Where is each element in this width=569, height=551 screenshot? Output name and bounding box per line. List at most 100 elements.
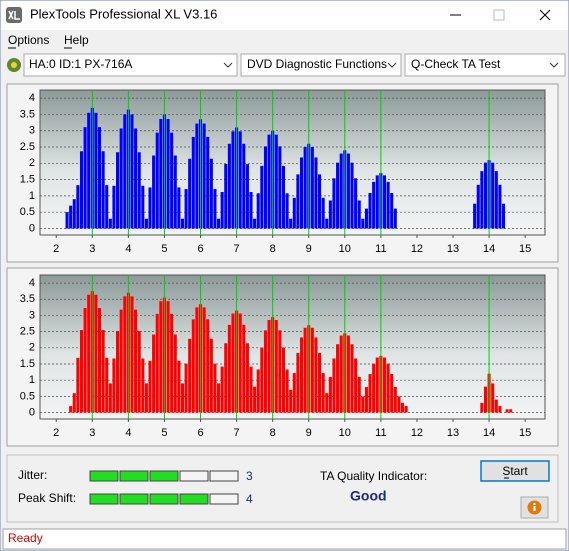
start-button[interactable]	[480, 460, 550, 482]
x-tick-label: 4	[125, 427, 131, 439]
ta-quality-result: Good	[350, 488, 387, 504]
meter-segment-on	[89, 493, 119, 505]
histogram-bar	[76, 357, 80, 413]
histogram-bar	[238, 131, 242, 229]
histogram-bar	[289, 218, 293, 229]
histogram-bar	[159, 301, 163, 413]
peak-shift-value: 4	[246, 492, 253, 506]
histogram-bar	[184, 363, 188, 413]
histogram-bar	[188, 158, 192, 229]
app-icon	[6, 7, 22, 23]
histogram-bar	[79, 151, 84, 229]
x-tick-label: 11	[375, 427, 386, 439]
histogram-bar	[105, 185, 109, 229]
y-tick-label: 1	[29, 374, 35, 386]
histogram-bar	[116, 330, 120, 413]
histogram-bar	[217, 383, 221, 413]
histogram-bar	[382, 175, 387, 229]
histogram-bar	[209, 338, 213, 413]
y-tick-label: 1.5	[20, 358, 35, 370]
maximize-button[interactable]	[493, 9, 505, 21]
histogram-bar	[155, 132, 159, 229]
histogram-bar	[361, 396, 365, 413]
histogram-bar	[253, 218, 257, 229]
drive-select[interactable]	[23, 53, 238, 77]
histogram-bar	[397, 396, 401, 413]
histogram-bar	[318, 352, 322, 413]
x-tick-label: 13	[447, 427, 459, 439]
app-icon-glyph	[8, 10, 20, 20]
histogram-bar	[83, 308, 87, 413]
histogram-bar	[256, 193, 260, 229]
y-tick-label: 4	[29, 92, 35, 104]
x-tick-label: 2	[53, 243, 59, 255]
histogram-bar	[224, 343, 228, 413]
histogram-bar	[364, 208, 368, 229]
histogram-bar	[263, 330, 267, 413]
menu-help[interactable]: Help	[64, 33, 89, 47]
y-tick-label: 0	[29, 406, 35, 418]
histogram-bar	[483, 386, 488, 413]
histogram-bar	[350, 162, 354, 229]
meter-segment-off	[179, 470, 209, 482]
y-tick-label: 1	[29, 190, 35, 202]
histogram-bar	[152, 334, 156, 413]
histogram-bar	[108, 383, 112, 413]
histogram-bar	[112, 185, 116, 229]
drive-select-text: HA:0 ID:1 PX-716A	[29, 57, 132, 71]
histogram-bar	[357, 200, 361, 229]
histogram-bar	[336, 162, 340, 229]
histogram-bar	[494, 399, 498, 413]
x-tick-label: 14	[483, 243, 495, 255]
histogram-bar	[494, 171, 498, 229]
histogram-bar	[220, 191, 224, 229]
histogram-bar	[123, 114, 127, 229]
histogram-bar	[130, 296, 134, 413]
histogram-bar	[274, 134, 278, 229]
y-tick-label: 1.5	[20, 174, 35, 186]
histogram-bar	[141, 185, 145, 229]
histogram-bar	[267, 134, 271, 229]
y-tick-label: 0.5	[20, 206, 35, 218]
histogram-bar	[310, 147, 314, 229]
histogram-bar	[256, 369, 260, 413]
histogram-bar	[491, 383, 495, 413]
histogram-bar	[209, 158, 213, 229]
histogram-bar	[281, 347, 286, 413]
histogram-bar	[79, 330, 84, 413]
plot-area	[39, 274, 546, 420]
y-tick-label: 3	[29, 125, 35, 137]
histogram-bar	[285, 369, 289, 413]
function-select[interactable]	[240, 53, 402, 77]
histogram-bar	[245, 163, 249, 229]
histogram-bar	[296, 174, 300, 229]
test-select-text: Q-Check TA Test	[411, 57, 501, 71]
histogram-bar	[372, 181, 376, 229]
histogram-bar	[238, 313, 242, 413]
histogram-bar	[328, 200, 332, 229]
histogram-bar	[65, 212, 69, 229]
histogram-bar	[249, 366, 253, 413]
histogram-bar	[170, 313, 174, 413]
x-tick-label: 7	[234, 243, 240, 255]
histogram-bar	[76, 185, 80, 229]
histogram-bar	[166, 119, 170, 229]
histogram-bar	[299, 157, 304, 229]
test-select[interactable]	[404, 53, 566, 77]
dropdown-arrow	[549, 62, 559, 68]
function-select-text: DVD Diagnostic Functions	[247, 57, 387, 71]
menu-options[interactable]: Options	[8, 33, 49, 47]
dropdown-arrow	[387, 62, 397, 68]
histogram-bar	[159, 119, 163, 229]
histogram-bar	[217, 218, 221, 229]
close-button[interactable]	[539, 9, 551, 21]
histogram-bar	[350, 344, 354, 413]
meter-segment-on	[179, 493, 209, 505]
histogram-bar	[303, 327, 307, 413]
histogram-bar	[263, 146, 267, 229]
histogram-bar	[242, 324, 246, 413]
histogram-bar	[386, 181, 390, 229]
histogram-bar	[72, 393, 76, 413]
histogram-bar	[339, 335, 343, 413]
histogram-bar	[321, 197, 325, 229]
